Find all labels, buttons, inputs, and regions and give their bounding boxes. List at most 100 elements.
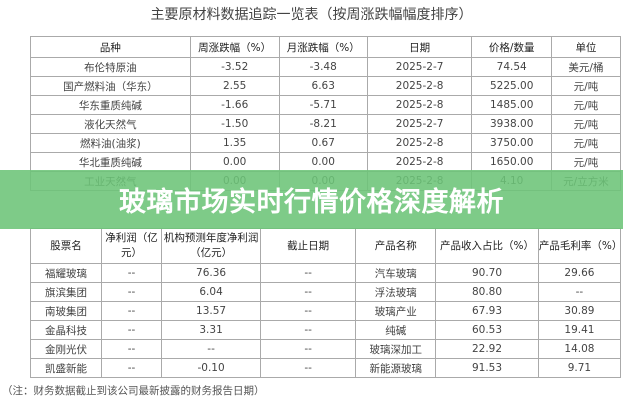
page-title: 主要原材料数据追踪一览表（按周涨跌幅幅度排序） (150, 7, 473, 23)
table-cell: 9.71 (537, 358, 622, 378)
glass-stocks-table: 股票名 净利润（亿元） 机构预测年度净利润（亿元） 截止日期 产品名称 产品收入占比（%）… (30, 228, 622, 378)
table-cell: -5.71 (278, 95, 368, 115)
table-cell: -- (259, 358, 357, 378)
table-cell: -- (161, 339, 261, 359)
table-cell: 1.35 (189, 133, 280, 153)
table-cell: 76.36 (161, 263, 261, 283)
table-row: 金刚光伏 -- -- -- 玻璃深加工 22.92 14.08 (30, 339, 622, 359)
table-cell: 2.55 (189, 76, 280, 96)
column-header: 股票名 (30, 228, 102, 264)
table-cell: 0.00 (278, 152, 368, 172)
table-cell: 67.93 (435, 301, 539, 321)
table-cell: 6.63 (278, 76, 368, 96)
column-header: 截止日期 (259, 228, 357, 264)
table-cell: 3938.00 (471, 114, 552, 134)
table-cell: 元/吨 (550, 152, 622, 172)
table-cell: -1.50 (189, 114, 280, 134)
table-cell: 凯盛新能 (30, 358, 102, 378)
table-cell: -- (259, 339, 357, 359)
table-cell: 13.57 (161, 301, 261, 321)
footnote: （注：财务数据截止到该公司最新披露的财务报告日期） (2, 385, 265, 397)
table-cell: 0.00 (189, 152, 280, 172)
column-header: 机构预测年度净利润（亿元） (161, 228, 261, 264)
table-cell: -- (100, 320, 163, 340)
column-header: 价格/数量 (471, 36, 552, 58)
table-cell: 19.41 (537, 320, 622, 340)
table-cell: 元/吨 (550, 114, 622, 134)
table-cell: 2025-2-8 (366, 152, 473, 172)
table-row: 布伦特原油 -3.52 -3.48 2025-2-7 74.54 美元/桶 (30, 57, 622, 77)
table-cell: 金刚光伏 (30, 339, 102, 359)
table-cell: 6.04 (161, 282, 261, 302)
table-cell: -- (100, 282, 163, 302)
column-header: 净利润（亿元） (100, 228, 163, 264)
table-cell: 5225.00 (471, 76, 552, 96)
table-row: 旗滨集团 -- 6.04 -- 浮法玻璃 80.80 -- (30, 282, 622, 302)
table-cell: 60.53 (435, 320, 539, 340)
table-cell: -- (259, 282, 357, 302)
table-cell: 华东重质纯碱 (30, 95, 191, 115)
table-cell: 1485.00 (471, 95, 552, 115)
table-cell: -- (100, 358, 163, 378)
banner-text: 玻璃市场实时行情价格深度解析 (119, 187, 504, 218)
table-cell: 布伦特原油 (30, 57, 191, 77)
raw-materials-table: 品种 周涨跌幅（%） 月涨跌幅（%） 日期 价格/数量 单位 布伦特原油 -3.52 -3.48… (30, 36, 622, 191)
table-cell: 0.67 (278, 133, 368, 153)
table-cell: 新能源玻璃 (355, 358, 437, 378)
table-cell: -3.48 (278, 57, 368, 77)
table-cell: -- (100, 339, 163, 359)
table-row: 燃料油(油浆) 1.35 0.67 2025-2-8 3750.00 元/吨 (30, 133, 622, 153)
table-cell: 元/吨 (550, 95, 622, 115)
table-row: 华东重质纯碱 -1.66 -5.71 2025-2-8 1485.00 元/吨 (30, 95, 622, 115)
table-cell: 玻璃产业 (355, 301, 437, 321)
column-header: 产品收入占比（%） (435, 228, 539, 264)
table-cell: 14.08 (537, 339, 622, 359)
table-cell: 浮法玻璃 (355, 282, 437, 302)
table-cell: -- (100, 301, 163, 321)
table-cell: 纯碱 (355, 320, 437, 340)
column-header: 日期 (366, 36, 473, 58)
table-cell: 29.66 (537, 263, 622, 283)
table-cell: 玻璃深加工 (355, 339, 437, 359)
column-header: 品种 (30, 36, 191, 58)
table-cell: -- (259, 301, 357, 321)
table-cell: 南玻集团 (30, 301, 102, 321)
title-banner: 玻璃市场实时行情价格深度解析 (0, 170, 623, 229)
table-cell: -- (100, 263, 163, 283)
table-cell: -0.10 (161, 358, 261, 378)
table-row: 金晶科技 -- 3.31 -- 纯碱 60.53 19.41 (30, 320, 622, 340)
table-row: 国产燃料油（华东） 2.55 6.63 2025-2-8 5225.00 元/吨 (30, 76, 622, 96)
table-row: 凯盛新能 -- -0.10 -- 新能源玻璃 91.53 9.71 (30, 358, 622, 378)
table-cell: 3.31 (161, 320, 261, 340)
table-row: 华北重质纯碱 0.00 0.00 2025-2-8 1650.00 元/吨 (30, 152, 622, 172)
table-cell: 汽车玻璃 (355, 263, 437, 283)
table-cell: -- (259, 320, 357, 340)
table-cell: 金晶科技 (30, 320, 102, 340)
table-cell: 3750.00 (471, 133, 552, 153)
table-cell: 2025-2-8 (366, 76, 473, 96)
column-header: 产品毛利率（%） (537, 228, 622, 264)
table-cell: 2025-2-7 (366, 57, 473, 77)
table-row: 南玻集团 -- 13.57 -- 玻璃产业 67.93 30.89 (30, 301, 622, 321)
table-cell: 2025-2-7 (366, 114, 473, 134)
table-cell: -3.52 (189, 57, 280, 77)
table-cell: 2025-2-8 (366, 133, 473, 153)
table-cell: 旗滨集团 (30, 282, 102, 302)
table-cell: 元/吨 (550, 133, 622, 153)
table-cell: 元/吨 (550, 76, 622, 96)
table-cell: 30.89 (537, 301, 622, 321)
table-cell: -8.21 (278, 114, 368, 134)
table-cell: 22.92 (435, 339, 539, 359)
table-cell: 91.53 (435, 358, 539, 378)
column-header: 月涨跌幅（%） (278, 36, 368, 58)
column-header: 周涨跌幅（%） (189, 36, 280, 58)
table-row: 液化天然气 -1.50 -8.21 2025-2-7 3938.00 元/吨 (30, 114, 622, 134)
table-cell: 80.80 (435, 282, 539, 302)
table-cell: 福耀玻璃 (30, 263, 102, 283)
table-cell: -- (537, 282, 622, 302)
table-cell: 国产燃料油（华东） (30, 76, 191, 96)
table-row: 福耀玻璃 -- 76.36 -- 汽车玻璃 90.70 29.66 (30, 263, 622, 283)
column-header: 产品名称 (355, 228, 437, 264)
table-cell: 燃料油(油浆) (30, 133, 191, 153)
table-cell: 液化天然气 (30, 114, 191, 134)
